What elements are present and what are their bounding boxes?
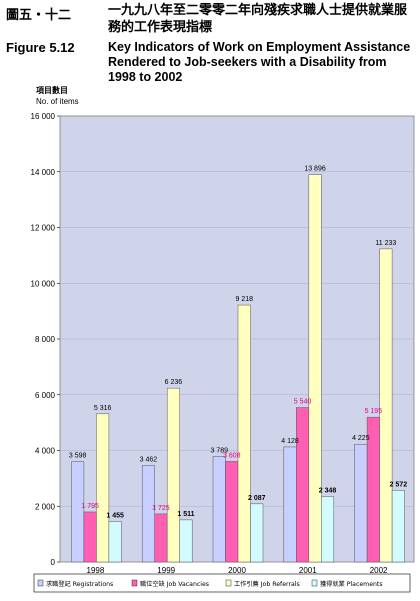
bars (71, 174, 405, 563)
legend-swatch (225, 579, 232, 587)
bar-3 (166, 387, 180, 563)
bar-2 (154, 513, 168, 563)
value-label: 13 896 (304, 166, 326, 173)
bar-3 (237, 304, 251, 563)
y-tick-label: 16 000 (31, 112, 56, 121)
y-tick-label: 10 000 (31, 279, 56, 288)
bar-4 (108, 521, 122, 563)
value-label: 3 462 (140, 456, 158, 463)
bar-3 (379, 248, 393, 563)
bar-3 (96, 413, 110, 563)
x-axis-ticks: 1998 1999 2000 2001 2002 (87, 566, 389, 575)
value-label: 3 789 (210, 447, 228, 454)
value-label: 2 087 (248, 495, 266, 502)
bar-4 (250, 503, 264, 563)
legend-entry: 獲得就業 Placements (320, 580, 383, 588)
legend-entry: 職位空缺 Job Vacancies (140, 580, 209, 588)
y-tick-label: 4 000 (35, 447, 56, 456)
x-tick-label: 2002 (370, 566, 388, 575)
value-label: 2 348 (319, 488, 337, 495)
value-label: 1 455 (106, 512, 124, 519)
y-axis-ticks: 0 2 000 4 000 6 000 8 000 10 000 12 000 14 000 1… (31, 112, 60, 567)
value-label: 1 795 (81, 503, 99, 510)
bar-4 (321, 496, 335, 563)
bar-1 (141, 465, 155, 563)
y-tick-label: 2 000 (35, 502, 56, 511)
value-label: 5 316 (94, 405, 112, 412)
bar-1 (354, 443, 368, 563)
y-axis-label: No. of items (36, 97, 79, 106)
value-label: 5 195 (365, 408, 383, 415)
y-tick-label: 12 000 (31, 224, 56, 233)
legend-entry: 求職登記 Registrations (46, 580, 113, 588)
x-tick-label: 2000 (228, 566, 246, 575)
chart-title-en: Key Indicators of Work on Employment Ass… (108, 40, 411, 84)
legend-swatch (131, 579, 138, 587)
bar-4 (391, 490, 405, 563)
value-label: 1 725 (152, 505, 170, 512)
bar-2 (225, 461, 239, 563)
bar-1 (71, 461, 85, 563)
y-axis-label-zh: 項目數目 (36, 85, 68, 95)
y-tick-label: 6 000 (35, 391, 56, 400)
y-tick-label: 8 000 (35, 335, 56, 344)
legend-swatch (37, 579, 44, 587)
figure-label-zh: 圖五・十二 (6, 8, 72, 23)
bar-1 (212, 456, 226, 563)
value-label: 4 128 (281, 438, 299, 445)
legend-entry: 工作引薦 Job Referrals (234, 580, 300, 588)
value-label: 11 233 (375, 240, 396, 247)
figure-label-en: Figure 5.12 (6, 40, 75, 55)
bar-4 (179, 519, 193, 563)
value-labels: 3 598 1 795 5 316 1 455 3 462 1 725 6 236 1 511… (69, 166, 407, 520)
x-tick-label: 1999 (157, 566, 175, 575)
chart-title-zh: 一九九八年至二零零二年向殘疾求職人士提供就業服務的工作表現指標 (108, 3, 408, 35)
value-label: 5 540 (294, 399, 312, 406)
bar-2 (296, 407, 310, 563)
value-label: 3 598 (69, 453, 87, 460)
value-label: 6 236 (165, 379, 183, 386)
bar-2 (83, 511, 97, 563)
value-label: 1 511 (177, 511, 194, 518)
value-label: 3 608 (223, 452, 241, 459)
value-label: 9 218 (235, 296, 253, 303)
x-tick-label: 1998 (87, 566, 105, 575)
legend-swatch (311, 579, 318, 587)
legend-box (33, 573, 411, 593)
value-label: 4 225 (352, 435, 370, 442)
bar-3 (308, 174, 322, 563)
y-tick-label: 14 000 (31, 168, 56, 177)
value-label: 2 572 (390, 481, 408, 488)
legend: 求職登記 Registrations 職位空缺 Job Vacancies 工作引薦… (37, 579, 383, 588)
y-tick-label: 0 (51, 558, 56, 567)
x-tick-label: 2001 (299, 566, 317, 575)
bar-1 (283, 446, 297, 563)
